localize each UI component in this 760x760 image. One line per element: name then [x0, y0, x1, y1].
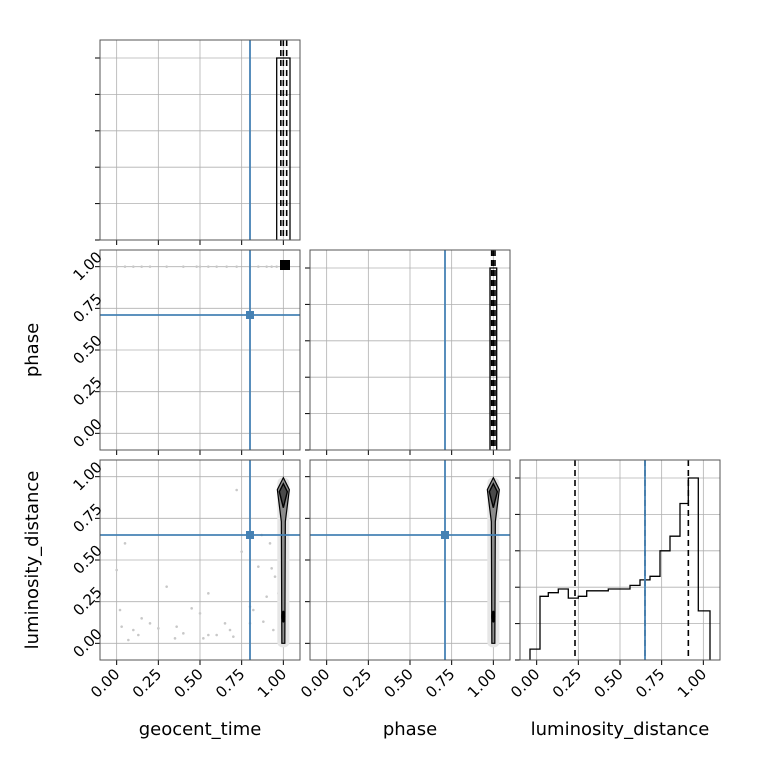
- sample-point-luminosity_distance_vs_geocent_time-1: [118, 608, 122, 612]
- sample-point-luminosity_distance_vs_geocent_time-27: [273, 575, 277, 578]
- x-axis-title-phase: phase: [383, 719, 437, 740]
- density-contour-outer-luminosity_distance_vs_geocent_time: [276, 476, 290, 644]
- x-tick-label-phase-1: 0.25: [339, 665, 375, 701]
- x-axis-title-geocent_time: geocent_time: [139, 719, 262, 740]
- sample-point-phase_vs_geocent_time-9: [207, 265, 210, 268]
- density-blob-luminosity_distance_vs_phase: [491, 610, 496, 623]
- sample-point-luminosity_distance_vs_geocent_time-26: [268, 542, 272, 545]
- sample-point-luminosity_distance_vs_geocent_time-30: [207, 633, 210, 637]
- sample-point-phase_vs_geocent_time-7: [195, 265, 198, 268]
- sample-point-luminosity_distance_vs_geocent_time-22: [252, 608, 255, 612]
- truth-marker-luminosity_distance_vs_phase: [441, 531, 449, 539]
- sample-point-luminosity_distance_vs_geocent_time-4: [132, 628, 135, 632]
- sample-point-luminosity_distance_vs_geocent_time-2: [123, 542, 127, 545]
- sample-point-luminosity_distance_vs_geocent_time-36: [272, 628, 275, 632]
- x-tick-label-phase-0: 0.00: [297, 665, 333, 701]
- x-tick-label-geocent_time-0: 0.00: [87, 665, 123, 701]
- sample-point-luminosity_distance_vs_geocent_time-10: [173, 637, 177, 640]
- sample-point-phase_vs_geocent_time-2: [132, 265, 135, 268]
- density-contour-inner-luminosity_distance_vs_geocent_time: [278, 482, 289, 508]
- panel-frame-hist-geocent_time: [99, 39, 301, 241]
- y-axis-title-phase: phase: [22, 323, 43, 377]
- truth-marker-phase_vs_geocent_time: [246, 311, 254, 319]
- sample-point-luminosity_distance_vs_geocent_time-6: [140, 617, 143, 620]
- sample-point-phase_vs_geocent_time-15: [265, 265, 268, 268]
- sample-point-phase_vs_geocent_time-12: [235, 265, 238, 268]
- sample-point-luminosity_distance_vs_geocent_time-18: [232, 635, 235, 638]
- x-tick-label-luminosity_distance-4: 1.00: [674, 665, 710, 701]
- x-tick-label-luminosity_distance-1: 0.25: [549, 665, 585, 701]
- panel-frame-hist-luminosity_distance: [519, 459, 721, 661]
- x-tick-label-phase-3: 0.75: [422, 665, 458, 701]
- sample-point-luminosity_distance_vs_geocent_time-28: [120, 625, 123, 628]
- sample-point-luminosity_distance_vs_geocent_time-34: [270, 567, 273, 570]
- sample-point-phase_vs_geocent_time-1: [123, 265, 127, 268]
- sample-point-phase_vs_geocent_time-3: [140, 265, 143, 268]
- sample-point-phase_vs_geocent_time-10: [215, 265, 218, 268]
- sample-point-phase_vs_geocent_time-17: [275, 265, 278, 268]
- x-axis-title-luminosity_distance: luminosity_distance: [531, 719, 710, 740]
- sample-point-luminosity_distance_vs_geocent_time-3: [127, 638, 130, 642]
- sample-point-luminosity_distance_vs_geocent_time-14: [202, 637, 205, 640]
- sample-point-luminosity_distance_vs_geocent_time-5: [137, 633, 140, 637]
- x-tick-label-phase-4: 1.00: [464, 665, 500, 701]
- sample-point-luminosity_distance_vs_geocent_time-15: [207, 592, 210, 595]
- sample-point-luminosity_distance_vs_geocent_time-17: [223, 622, 227, 625]
- sample-point-phase_vs_geocent_time-11: [225, 265, 228, 268]
- histogram-phase: [489, 267, 498, 450]
- panel-frame-hist-phase: [309, 249, 511, 451]
- sample-point-luminosity_distance_vs_geocent_time-25: [265, 595, 268, 598]
- sample-point-luminosity_distance_vs_geocent_time-16: [215, 633, 218, 637]
- sample-point-luminosity_distance_vs_geocent_time-31: [228, 628, 232, 632]
- histogram-luminosity_distance: [529, 477, 711, 660]
- x-tick-label-geocent_time-3: 0.75: [212, 665, 248, 701]
- sample-point-phase_vs_geocent_time-16: [270, 265, 273, 268]
- x-tick-label-geocent_time-2: 0.50: [170, 665, 206, 701]
- panel-frame-phase_vs_geocent_time: [99, 249, 301, 451]
- x-tick-label-geocent_time-1: 0.25: [129, 665, 165, 701]
- density-peak-phase_vs_geocent_time: [280, 260, 290, 270]
- panel-frame-luminosity_distance_vs_geocent_time: [99, 459, 301, 661]
- sample-point-luminosity_distance_vs_geocent_time-12: [190, 607, 193, 610]
- sample-point-phase_vs_geocent_time-4: [148, 265, 152, 268]
- sample-point-luminosity_distance_vs_geocent_time-11: [182, 632, 185, 635]
- density-contour-outer-luminosity_distance_vs_phase: [486, 476, 500, 644]
- x-tick-label-phase-2: 0.50: [380, 665, 416, 701]
- x-tick-label-luminosity_distance-2: 0.50: [590, 665, 626, 701]
- truth-marker-luminosity_distance_vs_geocent_time: [246, 531, 254, 539]
- x-tick-label-luminosity_distance-0: 0.00: [507, 665, 543, 701]
- sample-point-phase_vs_geocent_time-14: [257, 265, 260, 268]
- density-blob-luminosity_distance_vs_geocent_time: [281, 610, 286, 623]
- sample-point-phase_vs_geocent_time-8: [198, 265, 202, 268]
- sample-point-luminosity_distance_vs_geocent_time-13: [198, 612, 202, 615]
- x-tick-label-luminosity_distance-3: 0.75: [632, 665, 668, 701]
- sample-point-phase_vs_geocent_time-0: [115, 265, 118, 268]
- x-tick-label-geocent_time-4: 1.00: [254, 665, 290, 701]
- sample-point-luminosity_distance_vs_geocent_time-23: [257, 565, 260, 568]
- sample-point-luminosity_distance_vs_geocent_time-33: [262, 620, 265, 623]
- y-axis-title-luminosity_distance: luminosity_distance: [22, 471, 43, 650]
- sample-point-luminosity_distance_vs_geocent_time-0: [115, 568, 118, 572]
- sample-point-luminosity_distance_vs_geocent_time-29: [175, 625, 178, 628]
- panel-frame-luminosity_distance_vs_phase: [309, 459, 511, 661]
- sample-point-luminosity_distance_vs_geocent_time-8: [157, 627, 160, 630]
- density-contour-inner-luminosity_distance_vs_phase: [488, 482, 499, 508]
- sample-point-luminosity_distance_vs_geocent_time-9: [165, 585, 168, 588]
- sample-point-luminosity_distance_vs_geocent_time-20: [240, 550, 243, 553]
- histogram-geocent_time: [276, 57, 291, 240]
- sample-point-luminosity_distance_vs_geocent_time-19: [235, 488, 238, 492]
- sample-point-luminosity_distance_vs_geocent_time-7: [148, 622, 152, 625]
- sample-point-phase_vs_geocent_time-5: [165, 265, 168, 268]
- sample-point-phase_vs_geocent_time-6: [182, 265, 185, 268]
